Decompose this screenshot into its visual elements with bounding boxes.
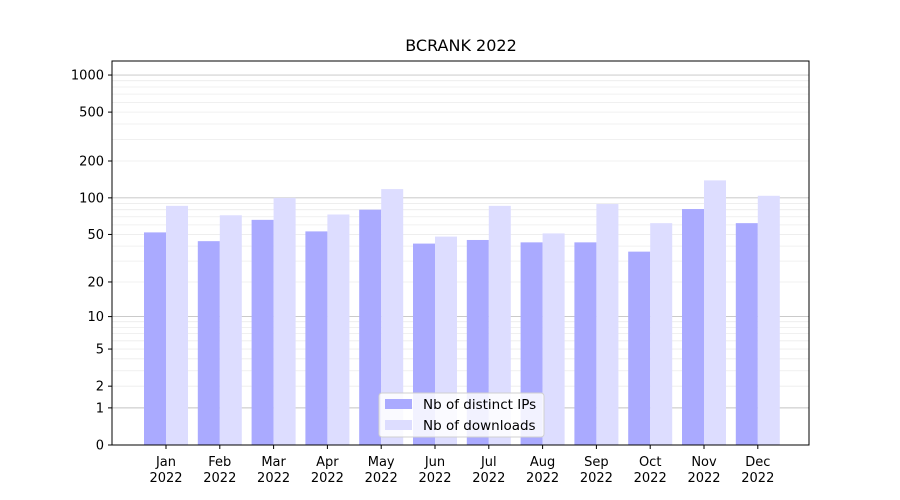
y-tick-label: 5 bbox=[96, 343, 104, 358]
legend-swatch bbox=[385, 399, 412, 409]
bar-downloads-feb bbox=[219, 215, 242, 445]
legend-label: Nb of downloads bbox=[423, 418, 536, 434]
bars bbox=[144, 180, 780, 445]
x-tick-label-year: 2022 bbox=[149, 471, 182, 486]
x-tick-label-month: Apr bbox=[316, 455, 339, 470]
bar-distinct-ips-oct bbox=[628, 251, 651, 445]
legend-swatch bbox=[385, 420, 412, 430]
x-tick-label-year: 2022 bbox=[365, 471, 398, 486]
x-tick-label-month: Jan bbox=[155, 455, 176, 470]
x-tick-label-year: 2022 bbox=[741, 471, 774, 486]
bar-distinct-ips-may bbox=[359, 209, 382, 445]
chart-title: BCRANK 2022 bbox=[405, 36, 517, 55]
bar-distinct-ips-jan bbox=[144, 232, 166, 445]
bar-downloads-sep bbox=[596, 204, 619, 445]
y-tick-label: 200 bbox=[79, 155, 104, 170]
bar-downloads-nov bbox=[704, 180, 726, 445]
x-tick-label-year: 2022 bbox=[257, 471, 290, 486]
bar-downloads-mar bbox=[273, 197, 296, 445]
y-tick-label: 10 bbox=[87, 310, 104, 325]
legend: Nb of distinct IPs Nb of downloads bbox=[378, 392, 545, 438]
bar-downloads-jan bbox=[166, 205, 188, 445]
bar-distinct-ips-sep bbox=[574, 242, 597, 445]
bar-distinct-ips-dec bbox=[735, 223, 758, 445]
x-tick-label-month: Jun bbox=[424, 455, 445, 470]
legend-box bbox=[378, 392, 545, 438]
plot-frame bbox=[111, 60, 810, 446]
bar-downloads-oct bbox=[650, 223, 673, 445]
x-tick-label-month: Mar bbox=[261, 455, 286, 470]
bar-distinct-ips-nov bbox=[682, 209, 704, 445]
y-tick-label: 20 bbox=[87, 275, 104, 290]
y-tick-label: 500 bbox=[79, 106, 104, 121]
x-tick-label-month: Jul bbox=[480, 455, 497, 470]
y-tick-label: 1000 bbox=[71, 69, 104, 84]
x-tick-label-year: 2022 bbox=[311, 471, 344, 486]
x-tick-label-month: Dec bbox=[745, 455, 770, 470]
x-tick-label-year: 2022 bbox=[203, 471, 236, 486]
y-axis: 0 1 2 5 10 20 50 100 200 500 1000 bbox=[71, 69, 112, 454]
x-tick-label-year: 2022 bbox=[472, 471, 505, 486]
legend-label: Nb of distinct IPs bbox=[423, 397, 536, 413]
bar-downloads-jul bbox=[488, 205, 511, 445]
y-tick-label: 0 bbox=[96, 439, 104, 454]
x-tick-label-year: 2022 bbox=[634, 471, 667, 486]
bar-distinct-ips-feb bbox=[197, 241, 220, 445]
x-tick-label-year: 2022 bbox=[687, 471, 720, 486]
y-tick-label: 100 bbox=[79, 191, 104, 206]
x-tick-label-year: 2022 bbox=[580, 471, 613, 486]
bar-downloads-aug bbox=[542, 233, 565, 445]
bar-downloads-dec bbox=[757, 195, 780, 445]
bar-downloads-apr bbox=[327, 214, 350, 445]
x-tick-label-month: May bbox=[368, 455, 395, 470]
x-tick-label-month: Nov bbox=[691, 455, 717, 470]
x-tick-label-month: Feb bbox=[208, 455, 231, 470]
x-tick-label-year: 2022 bbox=[526, 471, 559, 486]
y-tick-label: 50 bbox=[87, 228, 104, 243]
x-tick-label-month: Sep bbox=[584, 455, 609, 470]
x-axis: Jan2022Feb2022Mar2022Apr2022May2022Jun20… bbox=[149, 445, 774, 486]
bar-distinct-ips-mar bbox=[251, 219, 274, 445]
y-tick-label: 1 bbox=[96, 401, 104, 416]
x-tick-label-month: Oct bbox=[639, 455, 661, 470]
bar-distinct-ips-apr bbox=[305, 231, 328, 445]
x-tick-label-month: Aug bbox=[530, 455, 555, 470]
bar-downloads-may bbox=[381, 189, 404, 445]
y-tick-label: 2 bbox=[96, 380, 104, 395]
x-tick-label-year: 2022 bbox=[418, 471, 451, 486]
